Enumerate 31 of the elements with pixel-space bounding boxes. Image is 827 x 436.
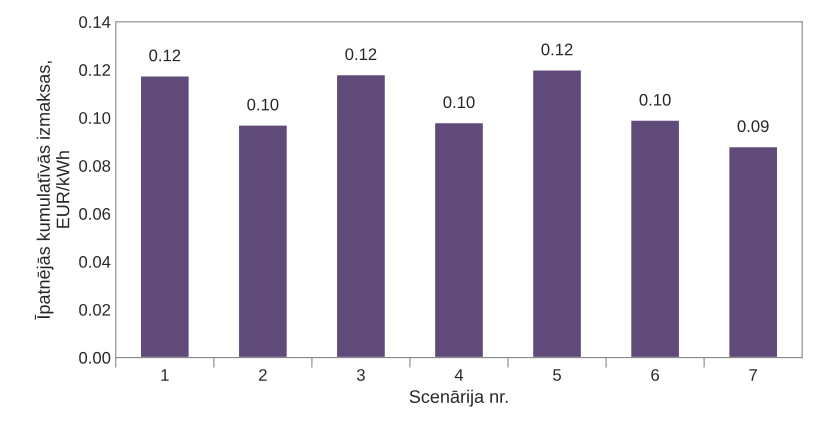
y-tick-label: 0.14 — [79, 16, 110, 28]
bar — [728, 146, 778, 358]
y-axis-title: Īpatnējās kumulatīvās izmaksas, EUR/kWh — [34, 61, 70, 320]
y-tick-label: 0.04 — [79, 256, 110, 268]
x-tick-label: 4 — [454, 369, 464, 381]
y-tick-label: 0.00 — [79, 352, 110, 364]
bar — [630, 119, 680, 358]
x-tick-label: 5 — [553, 369, 561, 381]
data-label: 0.10 — [247, 98, 278, 111]
x-tick-label: 2 — [259, 369, 267, 381]
bar — [532, 69, 582, 358]
data-label: 0.09 — [738, 120, 769, 132]
data-label: 0.10 — [443, 96, 475, 108]
x-tick-label: 7 — [749, 369, 757, 381]
data-label: 0.12 — [345, 48, 376, 60]
bar — [140, 75, 190, 358]
bar — [336, 74, 386, 358]
data-label: 0.12 — [149, 50, 180, 62]
y-tick-label: 0.12 — [79, 64, 110, 76]
x-tick-label: 1 — [161, 369, 169, 381]
data-label: 0.10 — [640, 94, 671, 106]
x-tick-label: 6 — [651, 369, 660, 381]
y-tick-label: 0.10 — [79, 112, 110, 124]
data-label: 0.12 — [541, 44, 572, 56]
bar — [238, 124, 288, 358]
y-tick-label: 0.02 — [79, 304, 110, 316]
x-tick-label: 3 — [356, 369, 365, 381]
bar — [434, 122, 484, 358]
y-tick-label: 0.08 — [79, 160, 110, 172]
x-axis-title: Scenārija nr. — [410, 390, 508, 407]
y-tick-label: 0.06 — [79, 208, 110, 220]
